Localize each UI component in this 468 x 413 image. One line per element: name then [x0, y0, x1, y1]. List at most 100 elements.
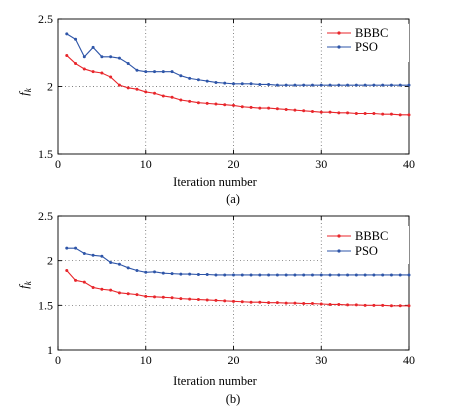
chart-a-point-pso: [214, 80, 218, 84]
chart-a-axes: 0 10 20 30 40 1.5 2 2.5: [38, 12, 415, 171]
chart-a-point-pso: [65, 32, 69, 36]
chart-b-point-pso: [223, 273, 227, 277]
chart-b-point-pso: [240, 273, 244, 277]
chart-a-line-pso: [66, 33, 409, 86]
chart-a-ylabel: fk: [17, 87, 33, 95]
chart-b-ytick-label: 2.5: [38, 209, 53, 223]
chart-a-point-bbbc: [170, 95, 174, 99]
chart-b-point-pso: [232, 273, 235, 277]
chart-a-point-pso: [258, 82, 262, 86]
chart-a-legend: BBBC PSO: [323, 24, 409, 62]
chart-a-point-pso: [310, 83, 314, 87]
chart-b-point-pso: [153, 270, 157, 274]
chart-b-point-bbbc: [232, 299, 235, 303]
chart-a-legend-pso-label: PSO: [355, 40, 378, 54]
chart-a-point-bbbc: [82, 67, 86, 71]
chart-b-point-bbbc: [170, 296, 174, 300]
chart-a-point-bbbc: [389, 112, 393, 116]
chart-b-point-bbbc: [407, 304, 411, 308]
chart-a-point-pso: [135, 68, 139, 72]
chart-b-point-pso: [188, 272, 192, 276]
chart-a-point-pso: [91, 45, 95, 49]
chart-a-point-bbbc: [302, 109, 306, 113]
chart-b-point-pso: [91, 253, 95, 257]
chart-a-point-bbbc: [293, 108, 297, 112]
chart-a-point-pso: [170, 70, 174, 74]
chart-a-point-pso: [223, 81, 227, 85]
chart-b-point-bbbc: [74, 278, 78, 282]
chart-a-point-pso: [284, 83, 288, 87]
chart-a-xtick-label: 10: [140, 157, 152, 171]
chart-b-point-pso: [74, 246, 78, 250]
chart-a-point-bbbc: [363, 112, 367, 115]
chart-a-point-bbbc: [214, 102, 218, 106]
chart-a-point-bbbc: [328, 110, 332, 114]
chart-b-point-bbbc: [126, 292, 130, 296]
chart-a-xtick-label: 20: [228, 157, 240, 171]
chart-b-point-bbbc: [354, 303, 358, 307]
chart-b-point-pso: [284, 273, 288, 277]
chart-a-point-bbbc: [179, 98, 183, 102]
chart-b-point-pso: [126, 266, 130, 270]
chart-a-point-pso: [275, 83, 279, 87]
chart-a-ytick-label: 1.5: [38, 147, 53, 161]
chart-a-legend-bbbc-marker: [337, 31, 341, 35]
chart-a-point-pso: [144, 70, 148, 74]
chart-b-legend-pso-marker: [337, 249, 341, 253]
chart-b-point-pso: [398, 273, 402, 277]
chart-b-legend-bbbc-label: BBBC: [355, 229, 388, 243]
chart-a-point-bbbc: [240, 105, 244, 109]
chart-a-ytick-label: 2: [47, 80, 53, 94]
chart-a-point-pso: [398, 83, 402, 87]
chart-b-series-bbbc: [65, 268, 411, 308]
chart-b-point-pso: [293, 273, 297, 277]
chart-a-point-bbbc: [267, 106, 271, 110]
chart-b-legend-box: [323, 226, 409, 264]
chart-a-point-pso: [240, 82, 244, 86]
chart-a-point-pso: [302, 83, 306, 87]
chart-a-point-bbbc: [284, 107, 288, 111]
chart-a-point-pso: [196, 78, 200, 82]
chart-b-xtick-label: 40: [403, 353, 415, 367]
chart-a-point-pso: [319, 83, 323, 87]
chart-a-point-pso: [117, 56, 121, 60]
chart-a-point-pso: [100, 55, 104, 59]
chart-b-ytick-label: 2: [47, 254, 53, 268]
chart-b-point-pso: [310, 273, 314, 277]
chart-a-point-bbbc: [100, 71, 104, 75]
chart-b-point-bbbc: [65, 268, 69, 272]
chart-b-point-pso: [109, 260, 113, 264]
chart-a-point-pso: [389, 83, 393, 87]
chart-a-point-bbbc: [135, 87, 139, 91]
chart-b-point-pso: [381, 273, 385, 277]
chart-a-point-pso: [337, 83, 341, 87]
chart-b-point-pso: [135, 268, 139, 272]
chart-a-point-pso: [126, 62, 130, 66]
chart-b-point-bbbc: [389, 304, 393, 308]
chart-b-point-pso: [389, 273, 393, 277]
chart-a-point-bbbc: [117, 83, 121, 87]
chart-b-ylabel: fk: [17, 280, 33, 288]
chart-a-point-pso: [267, 82, 271, 86]
chart-b-point-bbbc: [214, 298, 218, 302]
chart-a-point-bbbc: [381, 112, 385, 116]
chart-b-xtick-label: 30: [315, 353, 327, 367]
chart-a-point-bbbc: [354, 112, 358, 115]
chart-b-point-bbbc: [275, 301, 279, 305]
chart-a-point-bbbc: [161, 94, 165, 98]
chart-b-legend-pso-label: PSO: [355, 244, 378, 258]
chart-b-point-pso: [117, 262, 121, 266]
chart-a-point-bbbc: [398, 113, 402, 117]
chart-a-point-pso: [381, 83, 385, 87]
chart-b-point-bbbc: [337, 302, 341, 306]
chart-b-point-bbbc: [398, 304, 402, 308]
chart-b-point-pso: [249, 273, 253, 277]
chart-b-point-bbbc: [144, 294, 148, 298]
chart-b-point-pso: [337, 273, 341, 277]
chart-b-point-pso: [258, 273, 262, 277]
chart-a-point-pso: [179, 74, 183, 78]
chart-a-point-pso: [354, 83, 358, 87]
chart-b-point-pso: [302, 273, 306, 277]
chart-b-point-pso: [354, 273, 358, 277]
chart-b-point-pso: [363, 273, 367, 277]
